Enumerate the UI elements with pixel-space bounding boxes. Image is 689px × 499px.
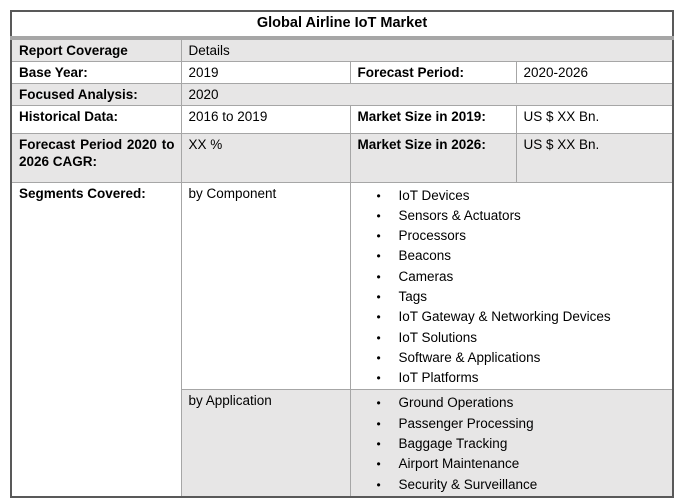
list-item: • Security & Surveillance — [377, 475, 667, 495]
bullet-icon: • — [376, 310, 381, 325]
market-report-table: Global Airline IoT Market Report Coverag… — [10, 10, 675, 498]
component-list: • IoT Devices • Sensors & Actuators • Proce… — [358, 185, 667, 389]
bullet-icon: • — [376, 208, 381, 223]
list-item: • Sensors & Actuators — [377, 206, 667, 226]
list-item-label: IoT Solutions — [398, 329, 478, 345]
list-item-label: Airport Maintenance — [398, 456, 520, 472]
list-item: • IoT Solutions — [377, 328, 667, 348]
segments-component-row: Segments Covered: by Component • IoT Devi… — [10, 181, 674, 498]
by-component-label: by Component — [180, 181, 351, 391]
list-item-label: Processors — [398, 228, 467, 244]
list-item-label: Sensors & Actuators — [398, 207, 521, 223]
list-item: • Cameras — [377, 267, 667, 287]
list-item: • Baggage Tracking — [377, 434, 667, 454]
bullet-icon: • — [376, 229, 381, 244]
bullet-icon: • — [376, 477, 381, 492]
list-item: • Software & Applications — [377, 348, 667, 368]
forecast-cagr-label: Forecast Period 2020 to 2026 CAGR: — [10, 132, 182, 183]
list-item: • Ground Operations — [377, 393, 667, 413]
list-item: • IoT Devices — [377, 186, 667, 206]
bullet-icon: • — [376, 330, 381, 345]
list-item-label: IoT Devices — [398, 187, 470, 203]
base-year-row: Base Year: 2019 Forecast Period: 2020-20… — [10, 60, 674, 84]
list-item: • Beacons — [377, 246, 667, 266]
list-item: • IoT Platforms — [377, 368, 667, 388]
list-item-label: Software & Applications — [398, 349, 541, 365]
list-item-label: Security & Surveillance — [398, 476, 538, 492]
list-item-label: Cameras — [398, 268, 454, 284]
market-size-2019-label: Market Size in 2019: — [349, 104, 517, 134]
bullet-icon: • — [376, 350, 381, 365]
market-size-2019-value: US $ XX Bn. — [515, 104, 674, 134]
list-item-label: IoT Platforms — [398, 370, 479, 386]
list-item-label: Baggage Tracking — [398, 436, 508, 452]
list-item-label: Ground Operations — [398, 395, 514, 411]
bullet-icon: • — [376, 269, 381, 284]
component-list-cell: • IoT Devices • Sensors & Actuators • Proce… — [349, 181, 674, 391]
historical-data-row: Historical Data: 2016 to 2019 Market Siz… — [10, 104, 674, 134]
forecast-period-value: 2020-2026 — [515, 60, 674, 84]
report-coverage-value: Details — [180, 37, 674, 62]
forecast-period-label: Forecast Period: — [349, 60, 517, 84]
table-title-row: Global Airline IoT Market — [10, 10, 674, 40]
bullet-icon: • — [376, 457, 381, 472]
historical-data-label: Historical Data: — [10, 104, 182, 134]
bullet-icon: • — [376, 371, 381, 386]
historical-data-value: 2016 to 2019 — [180, 104, 351, 134]
bullet-icon: • — [376, 437, 381, 452]
focused-analysis-label: Focused Analysis: — [10, 82, 182, 106]
focused-analysis-row: Focused Analysis: 2020 — [10, 82, 674, 106]
application-list-cell: • Ground Operations • Passenger Processing… — [349, 389, 674, 498]
list-item-label: Passenger Processing — [398, 415, 534, 431]
base-year-value: 2019 — [180, 60, 351, 84]
report-coverage-label: Report Coverage — [10, 37, 182, 62]
base-year-label: Base Year: — [10, 60, 182, 84]
bullet-icon: • — [376, 188, 381, 203]
bullet-icon: • — [376, 396, 381, 411]
focused-analysis-value: 2020 — [180, 82, 674, 106]
page-title: Global Airline IoT Market — [10, 10, 674, 40]
list-item: • IoT Gateway & Networking Devices — [377, 307, 667, 327]
list-item-label: Beacons — [398, 248, 452, 264]
bullet-icon: • — [376, 416, 381, 431]
forecast-cagr-row: Forecast Period 2020 to 2026 CAGR: XX % … — [10, 132, 674, 183]
list-item: • Tags — [377, 287, 667, 307]
report-coverage-row: Report Coverage Details — [10, 37, 674, 62]
market-size-2026-label: Market Size in 2026: — [349, 132, 517, 183]
application-list: • Ground Operations • Passenger Processing… — [358, 392, 667, 494]
list-item-label: IoT Gateway & Networking Devices — [398, 309, 611, 325]
list-item: • Airport Maintenance — [377, 454, 667, 474]
segments-covered-label: Segments Covered: — [10, 181, 182, 498]
list-item-label: Tags — [398, 288, 428, 304]
forecast-cagr-value: XX % — [180, 132, 351, 183]
segments-application-row: by Application • Ground Operations • Passe… — [11, 389, 674, 498]
list-item: • Processors — [377, 226, 667, 246]
market-size-2026-value: US $ XX Bn. — [515, 132, 674, 183]
bullet-icon: • — [376, 289, 381, 304]
by-application-label: by Application — [180, 389, 351, 498]
bullet-icon: • — [376, 249, 381, 264]
list-item: • Passenger Processing — [377, 414, 667, 434]
